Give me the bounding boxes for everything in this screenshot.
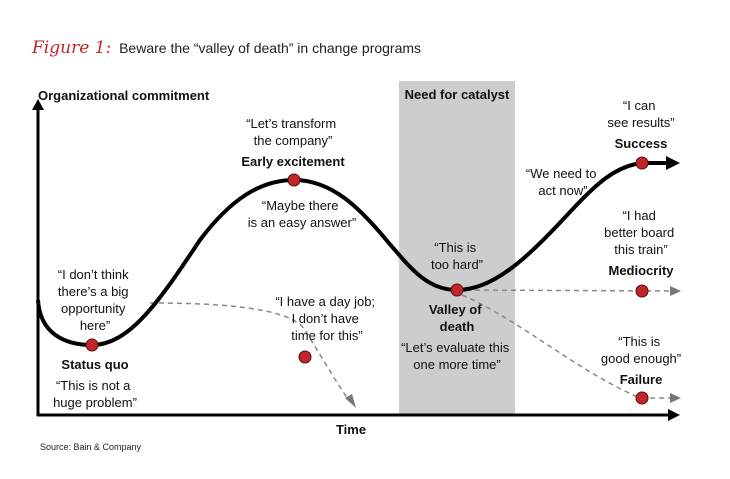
day-job-marker	[298, 350, 312, 364]
status-quo-marker	[85, 338, 99, 352]
success-arrow-icon	[666, 156, 680, 170]
success-marker	[635, 156, 649, 170]
mediocrity-quote: “I had better board this train”	[604, 208, 678, 257]
catalyst-band	[399, 81, 515, 415]
y-axis-arrow-icon	[32, 99, 44, 110]
x-axis-label: Time	[336, 422, 366, 437]
status-quo-quote-after: “This is not a huge problem”	[53, 378, 137, 410]
figure-title: Figure 1: Beware the “valley of death” i…	[32, 38, 421, 58]
x-axis-arrow-icon	[668, 409, 680, 421]
success-quote: “I can see results”	[607, 98, 674, 130]
valley-of-death-label: Valley of death	[429, 302, 485, 334]
figure-caption: Beware the “valley of death” in change p…	[119, 40, 422, 56]
act-now-quote: “We need to act now”	[526, 166, 600, 198]
failure-dashed-path	[461, 294, 670, 399]
valley-of-death-quote-below: “Let’s evaluate this one more time”	[401, 340, 513, 372]
mediocrity-label: Mediocrity	[608, 263, 674, 278]
y-axis-label: Organizational commitment	[38, 88, 210, 103]
status-quo-quote-before: “I don’t think there’s a big opportunity…	[58, 267, 132, 333]
mediocrity-marker	[635, 284, 649, 298]
day-job-dashed-path	[149, 302, 351, 403]
day-job-quote: “I have a day job; I don’t have time for…	[275, 294, 378, 343]
mediocrity-arrow-icon	[670, 286, 681, 296]
commitment-curve	[36, 161, 668, 348]
source-note: Source: Bain & Company	[40, 442, 142, 452]
status-quo-label: Status quo	[61, 357, 128, 372]
figure-label: Figure 1:	[32, 38, 112, 58]
failure-quote: “This is good enough”	[601, 334, 681, 366]
valley-of-death-marker	[450, 283, 464, 297]
early-excitement-quote-above: “Let’s transform the company”	[246, 116, 340, 148]
failure-arrow-icon	[670, 393, 681, 403]
failure-label: Failure	[620, 372, 663, 387]
catalyst-band-label: Need for catalyst	[405, 87, 510, 102]
early-excitement-marker	[287, 173, 301, 187]
success-label: Success	[615, 136, 668, 151]
failure-marker	[635, 391, 649, 405]
early-excitement-quote-below: “Maybe there is an easy answer”	[248, 198, 356, 230]
day-job-arrow-icon	[345, 394, 356, 408]
early-excitement-label: Early excitement	[241, 154, 345, 169]
valley-of-death-quote-above: “This is too hard”	[431, 240, 483, 272]
